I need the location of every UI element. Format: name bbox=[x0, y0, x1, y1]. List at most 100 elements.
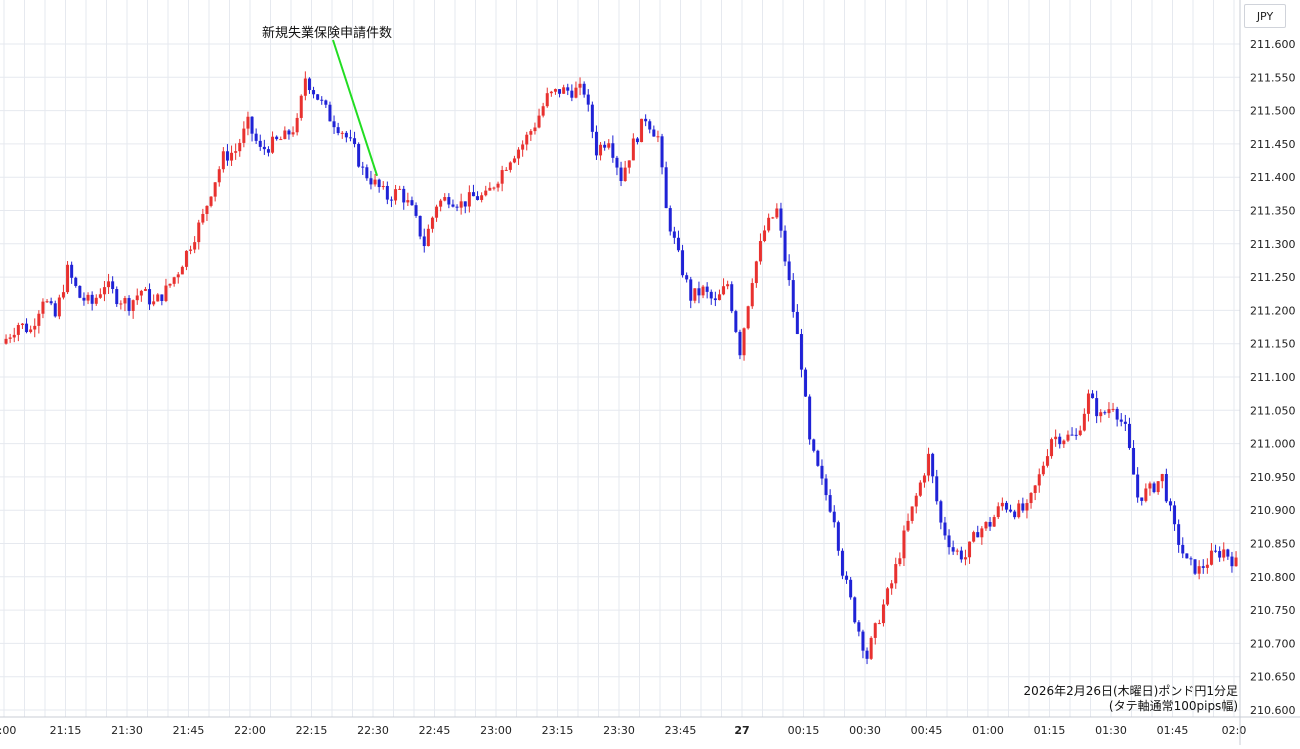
x-tick-label: 01:00 bbox=[972, 724, 1004, 737]
candle-body bbox=[644, 118, 648, 122]
candle-body bbox=[927, 453, 931, 476]
y-tick-label: 210.850 bbox=[1250, 538, 1296, 551]
candle-body bbox=[131, 300, 135, 311]
candle-body bbox=[820, 465, 824, 479]
candle-body bbox=[172, 277, 176, 284]
candle-body bbox=[607, 143, 611, 148]
candle-body bbox=[143, 289, 147, 291]
candle-body bbox=[1123, 421, 1127, 424]
candle-body bbox=[98, 294, 102, 298]
candle-body bbox=[1091, 393, 1095, 399]
candle-body bbox=[70, 264, 74, 278]
y-tick-label: 211.100 bbox=[1250, 371, 1296, 384]
candle-body bbox=[1201, 566, 1205, 568]
candle-body bbox=[742, 328, 746, 356]
candle-body bbox=[812, 439, 816, 451]
candle-body bbox=[111, 281, 115, 290]
candle-body bbox=[804, 369, 808, 397]
x-tick-label: 22:15 bbox=[296, 724, 328, 737]
candle-body bbox=[689, 279, 693, 301]
candle-body bbox=[869, 637, 873, 659]
candle-body bbox=[156, 294, 160, 302]
y-tick-label: 211.200 bbox=[1250, 304, 1296, 317]
candle-body bbox=[1021, 503, 1025, 511]
candle-body bbox=[459, 201, 463, 208]
candle-body bbox=[476, 196, 480, 200]
candle-body bbox=[603, 144, 607, 148]
candle-body bbox=[307, 78, 311, 91]
candle-body bbox=[1058, 436, 1062, 445]
y-tick-label: 211.400 bbox=[1250, 171, 1296, 184]
candle-body bbox=[558, 89, 562, 94]
x-tick-label: 23:30 bbox=[603, 724, 635, 737]
candle-body bbox=[279, 139, 283, 141]
y-tick-label: 211.050 bbox=[1250, 404, 1296, 417]
candle-body bbox=[512, 158, 516, 163]
y-tick-label: 210.950 bbox=[1250, 471, 1296, 484]
candle-body bbox=[1025, 503, 1029, 511]
candle-body bbox=[787, 261, 791, 281]
candle-body bbox=[836, 522, 840, 551]
candle-body bbox=[221, 151, 225, 170]
candle-body bbox=[635, 138, 639, 143]
candle-body bbox=[1189, 558, 1193, 560]
candle-body bbox=[1144, 488, 1148, 501]
x-tick-label: 02:0 bbox=[1222, 724, 1247, 737]
y-tick-label: 210.750 bbox=[1250, 604, 1296, 617]
candle-body bbox=[808, 396, 812, 440]
candle-body bbox=[53, 303, 57, 317]
candle-body bbox=[29, 329, 33, 333]
currency-selector[interactable]: JPY bbox=[1244, 4, 1286, 28]
candle-body bbox=[25, 323, 29, 333]
plot-area bbox=[0, 0, 1240, 717]
candle-body bbox=[959, 550, 963, 560]
candle-body bbox=[1082, 413, 1086, 431]
candle-body bbox=[1009, 509, 1013, 512]
x-tick-label: 01:15 bbox=[1034, 724, 1066, 737]
candle-body bbox=[258, 140, 262, 147]
candle-body bbox=[582, 83, 586, 95]
x-tick-label: 1:00 bbox=[0, 724, 16, 737]
candle-body bbox=[574, 87, 578, 98]
candle-body bbox=[123, 298, 127, 304]
candle-body bbox=[160, 294, 164, 301]
candle-body bbox=[672, 231, 676, 238]
candle-body bbox=[455, 206, 459, 208]
candle-body bbox=[1132, 447, 1136, 475]
candle-body bbox=[1054, 436, 1058, 440]
candle-body bbox=[562, 87, 566, 94]
candle-body bbox=[873, 623, 877, 638]
candle-body bbox=[886, 588, 890, 605]
candle-body bbox=[234, 151, 238, 153]
candle-body bbox=[578, 83, 582, 88]
candle-body bbox=[426, 228, 430, 247]
x-tick-label: 22:30 bbox=[357, 724, 389, 737]
candle-body bbox=[910, 506, 914, 521]
candle-body bbox=[849, 579, 853, 598]
candle-body bbox=[853, 597, 857, 623]
candle-body bbox=[681, 250, 685, 276]
y-tick-label: 211.300 bbox=[1250, 238, 1296, 251]
candle-body bbox=[504, 169, 508, 171]
candle-body bbox=[254, 133, 258, 141]
candle-body bbox=[549, 91, 553, 94]
candle-body bbox=[1197, 566, 1201, 574]
candle-body bbox=[480, 195, 484, 200]
candle-body bbox=[656, 136, 660, 138]
candle-body bbox=[484, 190, 488, 196]
y-tick-label: 210.900 bbox=[1250, 504, 1296, 517]
candle-body bbox=[648, 121, 652, 130]
candle-body bbox=[90, 294, 94, 304]
candle-body bbox=[922, 475, 926, 483]
candle-body bbox=[877, 623, 881, 625]
candle-body bbox=[660, 136, 664, 168]
candle-body bbox=[94, 297, 98, 304]
candle-body bbox=[615, 157, 619, 168]
candle-body bbox=[1099, 412, 1103, 417]
x-tick-label: 00:30 bbox=[849, 724, 881, 737]
y-tick-label: 210.650 bbox=[1250, 671, 1296, 684]
candle-body bbox=[1136, 474, 1140, 498]
candle-body bbox=[4, 338, 8, 344]
